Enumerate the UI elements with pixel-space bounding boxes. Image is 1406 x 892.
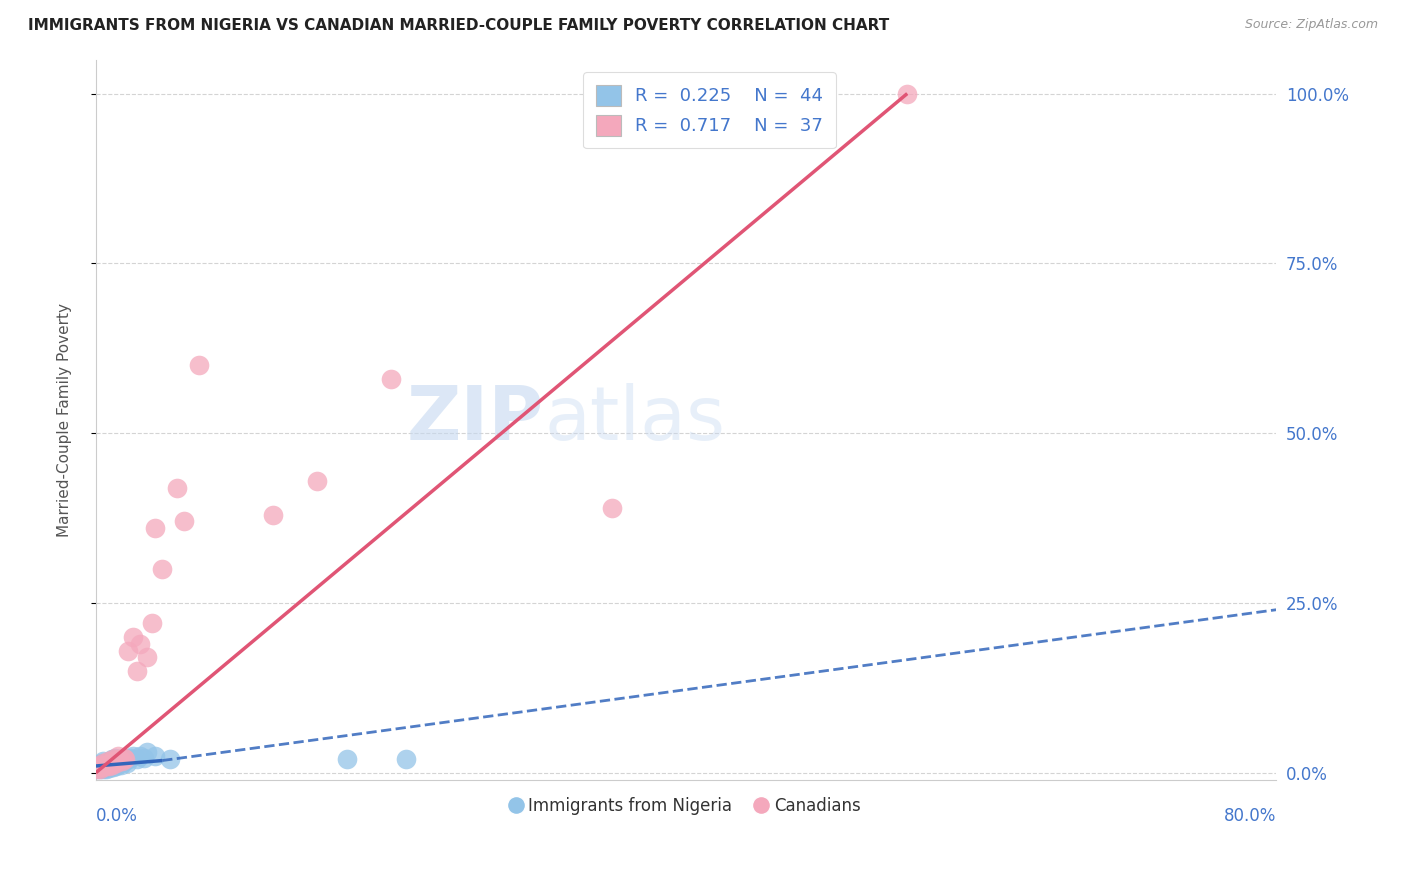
- Point: [150, 562, 173, 576]
- Point: [143, 748, 166, 763]
- Text: ZIP: ZIP: [408, 383, 544, 456]
- Point: [89, 757, 111, 772]
- Point: [896, 87, 918, 101]
- Point: [90, 759, 112, 773]
- Legend: Immigrants from Nigeria, Canadians: Immigrants from Nigeria, Canadians: [505, 790, 868, 822]
- Point: [129, 637, 152, 651]
- Point: [101, 757, 124, 772]
- Point: [111, 755, 134, 769]
- Point: [93, 760, 115, 774]
- Point: [600, 500, 623, 515]
- Point: [94, 757, 117, 772]
- Point: [104, 756, 127, 770]
- Point: [127, 752, 149, 766]
- Text: Source: ZipAtlas.com: Source: ZipAtlas.com: [1244, 18, 1378, 31]
- Point: [107, 756, 129, 771]
- Point: [105, 756, 128, 770]
- Point: [118, 751, 141, 765]
- Point: [90, 756, 112, 770]
- Point: [100, 754, 122, 768]
- Point: [93, 757, 115, 772]
- Point: [97, 754, 120, 768]
- Point: [117, 752, 139, 766]
- Point: [127, 664, 149, 678]
- Point: [91, 756, 114, 770]
- Point: [129, 748, 152, 763]
- Point: [107, 748, 129, 763]
- Point: [173, 515, 195, 529]
- Point: [104, 751, 127, 765]
- Point: [103, 760, 125, 774]
- Point: [114, 752, 136, 766]
- Point: [101, 757, 124, 772]
- Point: [87, 757, 110, 772]
- Point: [108, 754, 131, 768]
- Point: [307, 474, 329, 488]
- Point: [336, 752, 359, 766]
- Point: [166, 481, 188, 495]
- Point: [89, 759, 111, 773]
- Point: [100, 756, 122, 770]
- Point: [117, 643, 139, 657]
- Point: [121, 748, 143, 763]
- Point: [91, 754, 114, 768]
- Point: [136, 745, 159, 759]
- Point: [262, 508, 284, 522]
- Point: [91, 763, 114, 777]
- Point: [136, 650, 159, 665]
- Point: [91, 760, 114, 774]
- Point: [94, 759, 117, 773]
- Point: [134, 751, 156, 765]
- Point: [97, 755, 120, 769]
- Point: [89, 762, 111, 776]
- Point: [98, 759, 121, 773]
- Point: [380, 372, 402, 386]
- Point: [86, 763, 108, 777]
- Text: atlas: atlas: [544, 383, 725, 456]
- Point: [104, 754, 127, 768]
- Text: IMMIGRANTS FROM NIGERIA VS CANADIAN MARRIED-COUPLE FAMILY POVERTY CORRELATION CH: IMMIGRANTS FROM NIGERIA VS CANADIAN MARR…: [28, 18, 890, 33]
- Point: [98, 761, 121, 775]
- Point: [121, 630, 143, 644]
- Point: [111, 754, 134, 768]
- Point: [110, 757, 132, 772]
- Point: [97, 759, 120, 773]
- Point: [108, 752, 131, 766]
- Point: [114, 754, 136, 768]
- Point: [100, 759, 122, 773]
- Point: [87, 760, 110, 774]
- Point: [91, 759, 114, 773]
- Point: [115, 756, 138, 770]
- Point: [89, 762, 111, 776]
- Text: 80.0%: 80.0%: [1223, 806, 1277, 825]
- Point: [141, 616, 163, 631]
- Point: [87, 760, 110, 774]
- Point: [93, 756, 115, 771]
- Text: 0.0%: 0.0%: [96, 806, 138, 825]
- Y-axis label: Married-Couple Family Poverty: Married-Couple Family Poverty: [58, 302, 72, 537]
- Point: [86, 763, 108, 777]
- Point: [112, 751, 135, 765]
- Point: [103, 752, 125, 766]
- Point: [394, 752, 416, 766]
- Point: [90, 761, 112, 775]
- Point: [188, 358, 211, 372]
- Point: [105, 759, 128, 773]
- Point: [159, 752, 181, 766]
- Point: [101, 752, 124, 766]
- Point: [112, 752, 135, 766]
- Point: [94, 762, 117, 776]
- Point: [98, 756, 121, 771]
- Point: [143, 521, 166, 535]
